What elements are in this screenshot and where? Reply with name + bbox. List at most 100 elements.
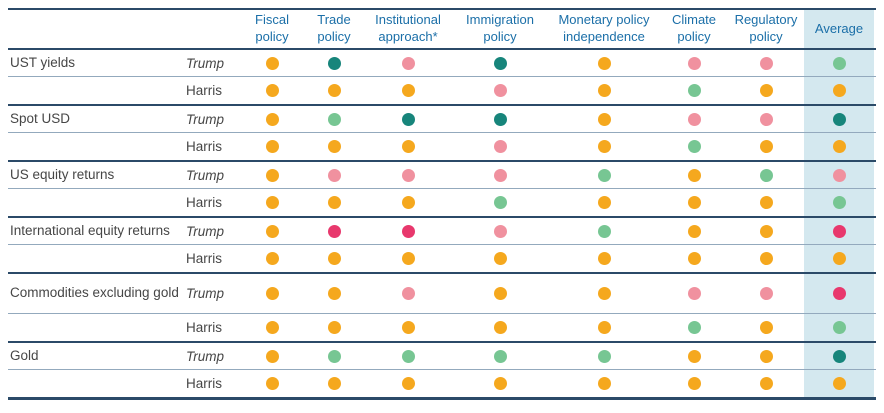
rating-dot — [327, 377, 341, 390]
rating-dot — [759, 287, 773, 300]
rating-dot — [687, 168, 701, 182]
table-row-gold-harris: Harris — [8, 369, 876, 397]
rating-dot — [493, 349, 507, 363]
table-row-spot-usd-trump: Spot USD Trump — [8, 104, 876, 132]
table-row-ust-yields-trump: UST yields Trump — [8, 48, 876, 76]
rating-cell — [304, 218, 364, 244]
rating-cell — [452, 50, 548, 76]
rating-dot — [327, 349, 341, 363]
rating-cell — [452, 77, 548, 104]
rating-dot — [687, 196, 701, 209]
rating-dot — [493, 321, 507, 334]
rating-dot — [832, 377, 846, 390]
rating-cell — [728, 77, 804, 104]
candidate-label: Harris — [186, 83, 222, 98]
asset-label-empty — [8, 133, 186, 160]
column-header-climate-policy: Climate policy — [671, 12, 717, 44]
rating-cell — [660, 162, 728, 188]
asset-label-empty — [8, 245, 186, 272]
rating-cell — [548, 50, 660, 76]
rating-cell — [452, 133, 548, 160]
rating-dot — [401, 84, 415, 97]
table-row-gold-trump: Gold Trump — [8, 341, 876, 369]
asset-label: UST yields — [10, 54, 76, 70]
rating-cell — [548, 133, 660, 160]
rating-dot — [832, 349, 846, 363]
rating-cell — [548, 314, 660, 341]
table-row-commodities-trump: Commodities excluding gold Trump — [8, 272, 876, 313]
rating-cell — [240, 189, 304, 216]
rating-dot — [832, 224, 846, 238]
rating-cell — [304, 343, 364, 369]
rating-dot — [832, 84, 846, 97]
rating-dot — [327, 84, 341, 97]
rating-dot — [265, 112, 279, 126]
rating-dot — [759, 56, 773, 70]
rating-cell — [660, 133, 728, 160]
table-header: Fiscal policy Trade policy Institutional… — [8, 10, 876, 48]
rating-dot — [687, 56, 701, 70]
candidate-label: Trump — [186, 111, 225, 127]
rating-dot — [327, 224, 341, 238]
rating-cell — [240, 50, 304, 76]
rating-dot — [327, 321, 341, 334]
rating-dot — [493, 377, 507, 390]
rating-cell-average — [804, 133, 874, 160]
rating-cell — [728, 245, 804, 272]
rating-cell — [452, 314, 548, 341]
rating-cell — [304, 314, 364, 341]
rating-dot — [265, 252, 279, 265]
rating-dot — [597, 377, 611, 390]
rating-dot — [401, 349, 415, 363]
rating-dot — [759, 112, 773, 126]
asset-label-empty — [8, 189, 186, 216]
candidate-label: Harris — [186, 195, 222, 210]
rating-cell — [364, 370, 452, 397]
rating-dot — [832, 287, 846, 300]
rating-cell — [304, 77, 364, 104]
table-row-spot-usd-harris: Harris — [8, 132, 876, 160]
rating-cell-average — [804, 314, 874, 341]
candidate-label: Trump — [186, 348, 225, 364]
candidate-label: Trump — [186, 55, 225, 71]
rating-cell — [304, 245, 364, 272]
rating-cell — [452, 245, 548, 272]
asset-label: International equity returns — [10, 222, 170, 238]
rating-cell — [728, 343, 804, 369]
rating-cell — [304, 370, 364, 397]
rating-cell — [660, 245, 728, 272]
rating-dot — [832, 168, 846, 182]
rating-dot — [401, 140, 415, 153]
rating-cell — [304, 50, 364, 76]
table-row-us-equity-trump: US equity returns Trump — [8, 160, 876, 188]
rating-dot — [597, 196, 611, 209]
rating-cell — [364, 218, 452, 244]
rating-cell-average — [804, 218, 874, 244]
rating-dot — [597, 224, 611, 238]
rating-cell — [452, 343, 548, 369]
rating-cell — [364, 50, 452, 76]
rating-dot — [401, 321, 415, 334]
candidate-label: Harris — [186, 139, 222, 154]
rating-dot — [493, 168, 507, 182]
rating-dot — [327, 112, 341, 126]
rating-cell — [240, 343, 304, 369]
column-header-institutional-approach: Institutional approach* — [375, 12, 441, 44]
candidate-label: Trump — [186, 167, 225, 183]
rating-cell — [452, 218, 548, 244]
rating-dot — [759, 168, 773, 182]
rating-cell — [728, 50, 804, 76]
rating-dot — [759, 252, 773, 265]
asset-label: Commodities excluding gold — [10, 285, 179, 301]
rating-dot — [832, 112, 846, 126]
rating-cell — [548, 189, 660, 216]
rating-dot — [327, 252, 341, 265]
rating-cell — [364, 162, 452, 188]
rating-dot — [759, 84, 773, 97]
rating-cell-average — [804, 274, 874, 313]
rating-cell — [660, 189, 728, 216]
rating-cell — [728, 274, 804, 313]
rating-cell — [660, 218, 728, 244]
rating-cell-average — [804, 77, 874, 104]
header-spacer — [186, 10, 240, 48]
